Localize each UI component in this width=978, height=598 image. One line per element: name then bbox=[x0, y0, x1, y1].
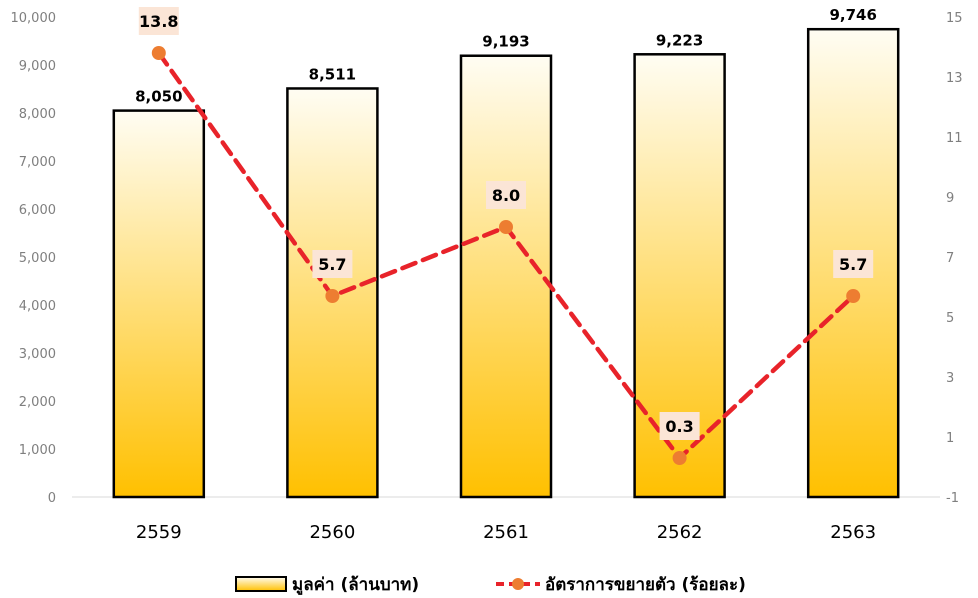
line-data-label: 13.8 bbox=[139, 12, 178, 31]
legend: มูลค่า (ล้านบาท) อัตราการขยายตัว (ร้อยละ… bbox=[235, 575, 746, 596]
line-data-labels: 13.8 5.7 8.0 0.3 5.7 bbox=[138, 7, 874, 440]
legend-label-line: อัตราการขยายตัว (ร้อยละ) bbox=[545, 575, 746, 595]
y-left-tick-label: 8,000 bbox=[19, 107, 56, 122]
y-right-tick-label: -1 bbox=[946, 491, 959, 506]
x-tick-label: 2563 bbox=[830, 522, 876, 543]
left-axis: 0 1,000 2,000 3,000 4,000 5,000 6,000 7,000 8,00… bbox=[11, 11, 57, 506]
y-left-tick-label: 2,000 bbox=[19, 395, 56, 410]
legend-label-bar: มูลค่า (ล้านบาท) bbox=[292, 575, 419, 596]
y-right-tick-label: 1 bbox=[946, 431, 954, 446]
legend-marker-line bbox=[512, 578, 524, 590]
y-right-tick-label: 3 bbox=[946, 371, 954, 386]
y-left-tick-label: 9,000 bbox=[19, 59, 56, 74]
growth-marker bbox=[499, 220, 513, 234]
bar-data-label: 9,746 bbox=[829, 6, 876, 24]
y-left-tick-label: 6,000 bbox=[19, 203, 56, 218]
x-tick-label: 2559 bbox=[136, 522, 182, 543]
line-label-box bbox=[659, 412, 700, 440]
y-left-tick-label: 5,000 bbox=[19, 251, 56, 266]
bar bbox=[459, 54, 553, 499]
growth-marker bbox=[672, 451, 687, 465]
x-axis: 2559 2560 2561 2562 2563 bbox=[136, 522, 876, 543]
line-data-label: 8.0 bbox=[492, 186, 520, 205]
bar-data-label: 9,193 bbox=[482, 33, 529, 51]
y-right-tick-label: 9 bbox=[946, 191, 954, 206]
line-data-label: 5.7 bbox=[839, 255, 867, 274]
growth-marker bbox=[151, 46, 166, 60]
y-right-tick-label: 7 bbox=[946, 251, 954, 266]
line-data-label: 5.7 bbox=[318, 255, 346, 274]
bar-data-label: 8,050 bbox=[135, 88, 182, 106]
line-label-box bbox=[486, 181, 526, 209]
bar bbox=[112, 109, 206, 499]
line-label-box bbox=[833, 250, 874, 278]
y-right-tick-label: 13 bbox=[946, 71, 963, 86]
bar-data-label: 9,223 bbox=[656, 31, 703, 49]
y-left-tick-label: 1,000 bbox=[19, 443, 56, 458]
x-tick-label: 2561 bbox=[483, 522, 529, 543]
x-tick-label: 2560 bbox=[309, 522, 355, 543]
bar-series bbox=[112, 27, 900, 499]
line-label-box bbox=[138, 7, 179, 35]
x-tick-label: 2562 bbox=[657, 522, 703, 543]
y-left-tick-label: 4,000 bbox=[19, 299, 56, 314]
y-left-tick-label: 7,000 bbox=[19, 155, 56, 170]
line-label-box bbox=[312, 250, 353, 278]
line-data-label: 0.3 bbox=[665, 417, 693, 436]
growth-marker bbox=[325, 289, 340, 303]
growth-marker bbox=[846, 289, 861, 303]
y-right-tick-label: 11 bbox=[946, 131, 963, 146]
legend-swatch-bar bbox=[235, 576, 287, 592]
bar-data-label: 8,511 bbox=[309, 65, 356, 83]
line-series bbox=[151, 46, 861, 465]
y-right-tick-label: 15 bbox=[946, 11, 963, 26]
y-right-tick-label: 5 bbox=[946, 311, 954, 326]
y-left-tick-label: 3,000 bbox=[19, 347, 56, 362]
y-left-tick-label: 0 bbox=[48, 491, 56, 506]
bar-data-labels: 8,050 8,511 9,193 9,223 9,746 bbox=[135, 6, 877, 105]
y-left-tick-label: 10,000 bbox=[11, 11, 57, 26]
